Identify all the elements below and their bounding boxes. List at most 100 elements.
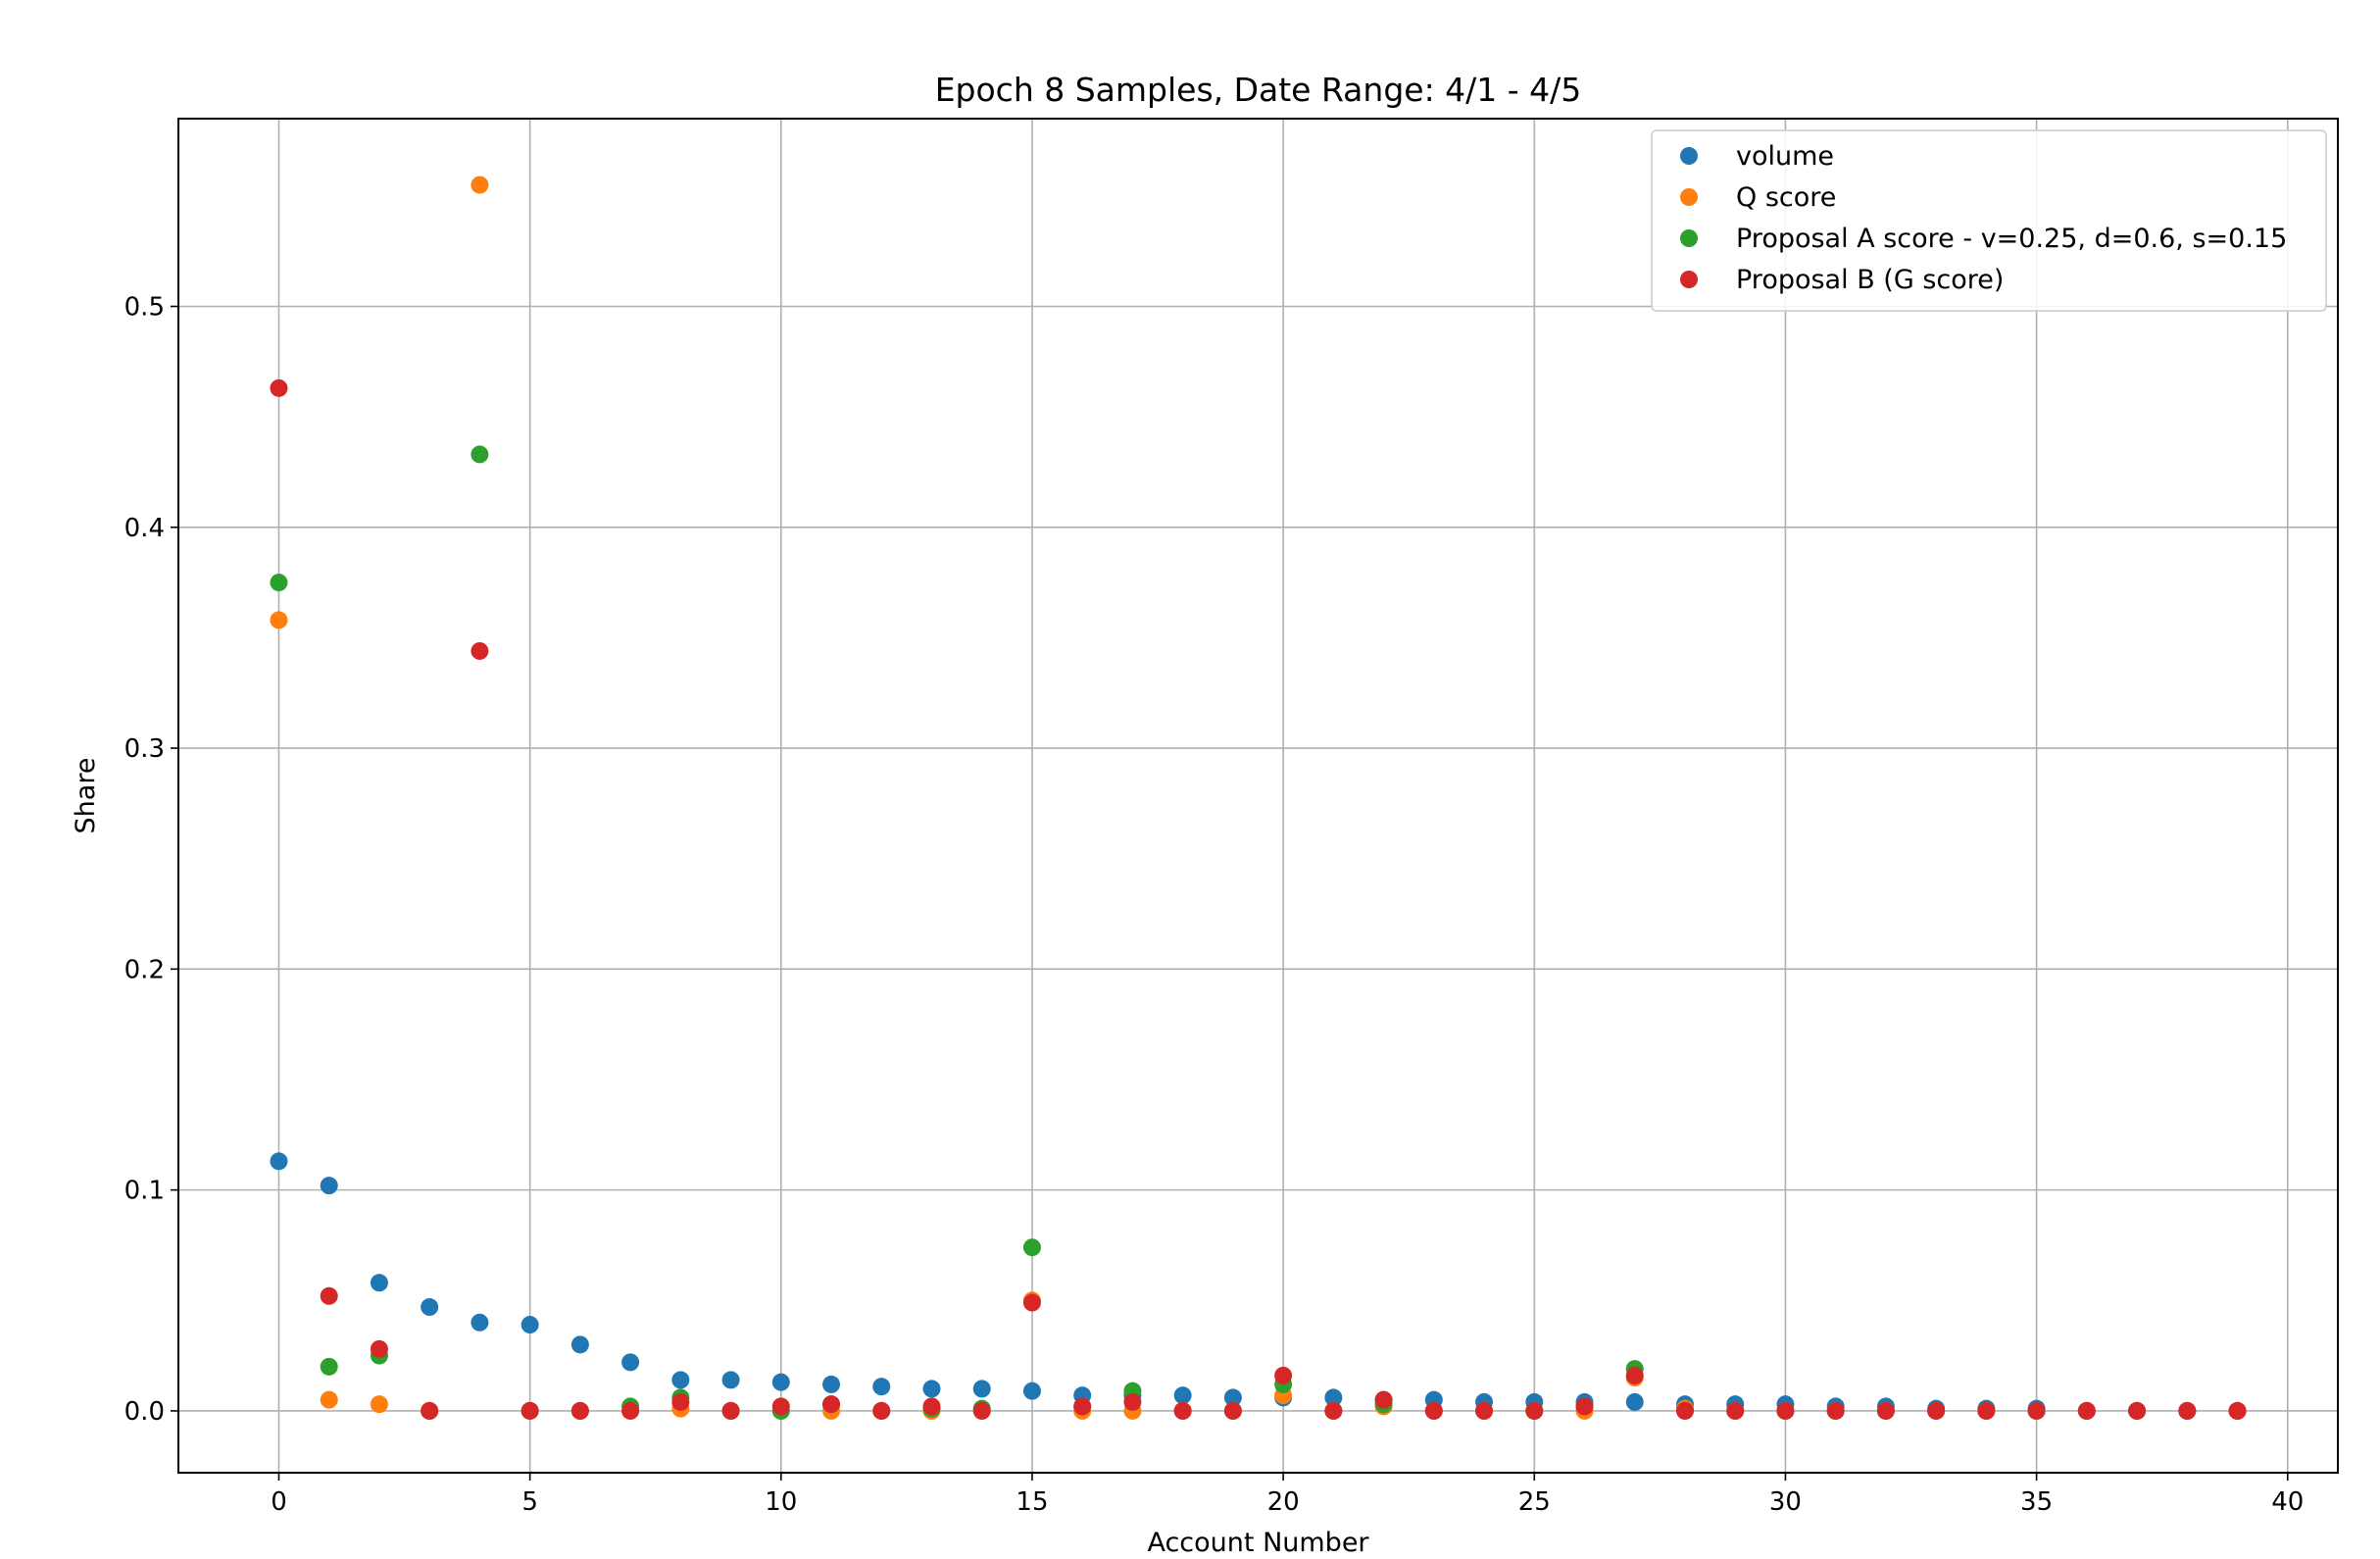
data-point (1173, 1401, 1192, 1420)
data-point (671, 1392, 690, 1411)
y-tick-label: 0.4 (124, 514, 165, 543)
data-point (1575, 1397, 1594, 1416)
data-point (270, 611, 288, 629)
data-point (872, 1401, 891, 1420)
y-tick-label: 0.1 (124, 1177, 165, 1206)
data-point (621, 1401, 640, 1420)
data-point (570, 1335, 589, 1354)
legend: volume Q score Proposal A score - v=0.25, … (1651, 129, 2327, 312)
x-tick-label: 25 (1518, 1487, 1551, 1517)
series-group (270, 378, 2247, 1420)
y-tick-label: 0.3 (124, 734, 165, 764)
data-point (1876, 1401, 1895, 1420)
x-tick-label: 20 (1267, 1487, 1300, 1517)
legend-box (1651, 129, 2327, 312)
data-point (671, 1371, 690, 1389)
x-tick-label: 35 (2020, 1487, 2053, 1517)
data-point (570, 1401, 589, 1420)
data-point (1022, 1293, 1041, 1312)
y-axis-label: Share (71, 758, 101, 834)
legend-marker (1680, 147, 1698, 165)
data-point (270, 574, 288, 592)
y-tick-label: 0.0 (124, 1397, 165, 1427)
data-points (270, 176, 2247, 1420)
data-point (1776, 1401, 1795, 1420)
data-point (822, 1375, 841, 1393)
data-point (1123, 1392, 1142, 1411)
legend-marker (1680, 188, 1698, 206)
data-point (521, 1316, 539, 1334)
data-point (721, 1401, 740, 1420)
data-point (2178, 1401, 2197, 1420)
data-point (1274, 1366, 1293, 1384)
chart-title: Epoch 8 Samples, Date Range: 4/1 - 4/5 (935, 71, 1582, 109)
data-point (1223, 1388, 1242, 1407)
data-point (972, 1401, 991, 1420)
data-point (370, 1395, 388, 1414)
data-point (1374, 1390, 1393, 1409)
data-point (872, 1378, 891, 1396)
x-tick-label: 15 (1016, 1487, 1048, 1517)
data-point (1173, 1386, 1192, 1405)
plot-frame (177, 118, 2339, 1474)
legend-label: volume (1736, 141, 1834, 172)
data-point (1826, 1401, 1845, 1420)
data-point (320, 1286, 338, 1305)
data-point (1977, 1401, 1996, 1420)
data-point (822, 1395, 841, 1414)
data-point (421, 1401, 439, 1420)
data-point (1625, 1392, 1644, 1411)
data-point (621, 1353, 640, 1372)
legend-label: Q score (1736, 182, 1836, 213)
data-point (771, 1397, 790, 1416)
data-point (2128, 1401, 2147, 1420)
data-point (521, 1401, 539, 1420)
legend-label: Proposal A score - v=0.25, d=0.6, s=0.15 (1736, 224, 2287, 254)
data-point (2228, 1401, 2247, 1420)
data-point (320, 1357, 338, 1376)
data-point (370, 1274, 388, 1292)
data-point (270, 378, 288, 397)
data-point (721, 1371, 740, 1389)
data-point (471, 445, 489, 464)
x-tick-label: 40 (2271, 1487, 2304, 1517)
x-tick-label: 0 (271, 1487, 287, 1517)
data-point (1022, 1238, 1041, 1257)
data-point (320, 1390, 338, 1409)
data-point (1073, 1397, 1092, 1416)
data-point (370, 1339, 388, 1358)
data-point (2027, 1401, 2046, 1420)
x-tick-label: 5 (521, 1487, 538, 1517)
data-point (2077, 1401, 2096, 1420)
data-point (1475, 1401, 1494, 1420)
data-point (471, 1313, 489, 1332)
data-point (1726, 1401, 1745, 1420)
x-tick-label: 30 (1769, 1487, 1802, 1517)
data-point (1324, 1401, 1343, 1420)
data-point (922, 1380, 941, 1398)
data-point (1675, 1401, 1694, 1420)
legend-marker (1680, 271, 1698, 288)
y-tick-label: 0.2 (124, 955, 165, 984)
legend-label: Proposal B (G score) (1736, 265, 2004, 295)
data-point (1625, 1366, 1644, 1384)
data-point (1223, 1401, 1242, 1420)
data-point (270, 1152, 288, 1171)
data-point (972, 1380, 991, 1398)
data-point (320, 1177, 338, 1195)
data-point (771, 1373, 790, 1391)
data-point (1927, 1401, 1946, 1420)
axis-ticks: 0 5 10 15 20 25 30 35 40 0.0 0.1 0.2 0.3 0.4 0.5 (124, 292, 2305, 1517)
data-point (1525, 1401, 1544, 1420)
data-point (471, 176, 489, 194)
data-point (421, 1298, 439, 1317)
x-tick-label: 10 (765, 1487, 797, 1517)
legend-marker (1680, 229, 1698, 247)
data-point (471, 641, 489, 660)
y-tick-label: 0.5 (124, 292, 165, 322)
data-point (1324, 1388, 1343, 1407)
x-axis-label: Account Number (1147, 1528, 1369, 1558)
data-point (1424, 1401, 1443, 1420)
